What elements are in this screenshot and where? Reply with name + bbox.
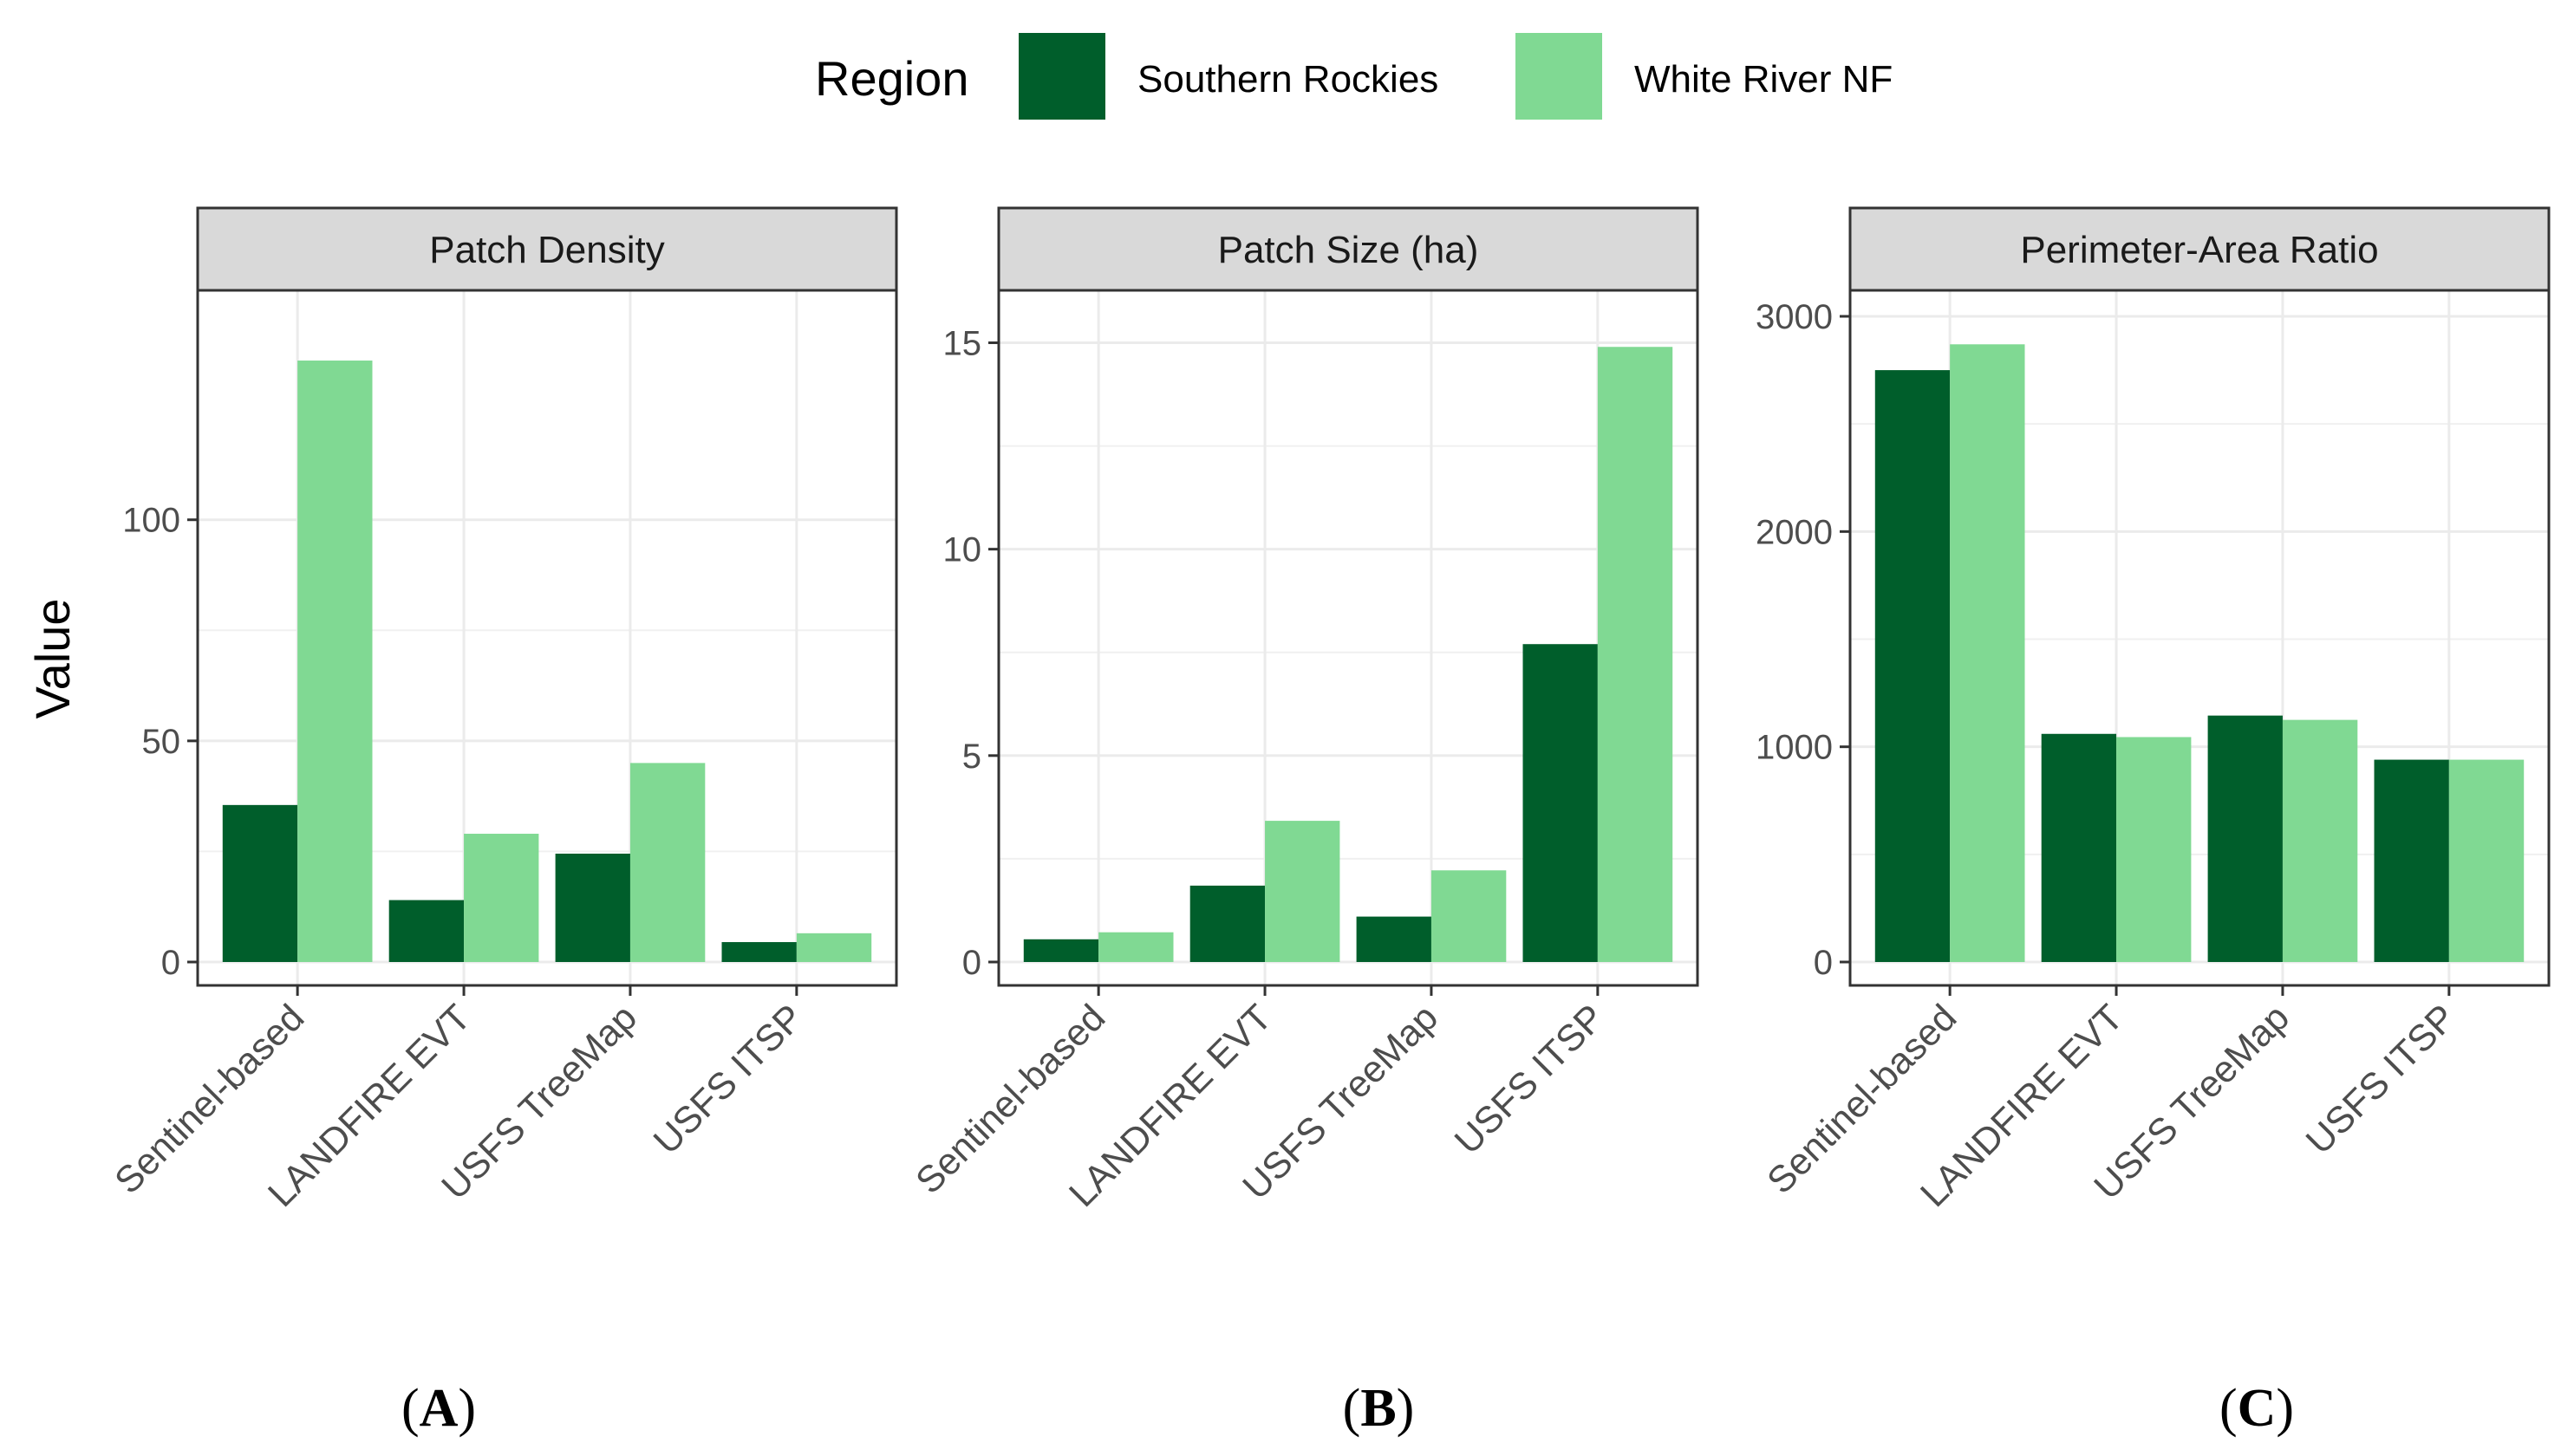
bar — [1098, 932, 1174, 962]
bar — [1189, 885, 1266, 962]
bar — [1522, 644, 1598, 962]
bar — [1023, 939, 1099, 962]
bar — [555, 853, 630, 962]
bar — [1597, 347, 1673, 962]
strip-background — [196, 206, 898, 292]
bar — [2041, 733, 2117, 962]
y-axis-title: Value — [25, 598, 80, 718]
y-tick-label: 0 — [1814, 944, 1833, 982]
y-tick-label: 0 — [161, 944, 180, 982]
legend-label-southern-rockies: Southern Rockies — [1137, 58, 1438, 101]
y-tick-label: 15 — [943, 324, 982, 362]
bar — [1874, 370, 1951, 962]
x-tick-label: USFS ITSP — [2298, 997, 2464, 1162]
bar — [2282, 719, 2358, 962]
panel-tag: (A) — [401, 1379, 476, 1438]
strip-title: Perimeter-Area Ratio — [2020, 229, 2378, 271]
panel-patch-size: Patch Size (ha) 051015Sentinel-basedLAND… — [908, 206, 1699, 1438]
strip-title: Patch Size (ha) — [1218, 229, 1479, 271]
y-tick-label: 10 — [943, 531, 982, 569]
bar — [796, 933, 872, 962]
y-tick-label: 2000 — [1756, 513, 1833, 551]
bar — [2374, 759, 2449, 962]
y-tick-label: 1000 — [1756, 729, 1833, 767]
legend-title: Region — [815, 51, 968, 106]
bar — [464, 834, 539, 962]
panel-tag: (C) — [2219, 1379, 2294, 1438]
bar — [2448, 759, 2525, 962]
legend-label-white-river-nf: White River NF — [1634, 58, 1893, 101]
y-tick-label: 100 — [122, 502, 180, 540]
bar — [1265, 821, 1340, 962]
y-tick-label: 3000 — [1756, 298, 1833, 336]
y-tick-label: 0 — [962, 944, 981, 982]
bar — [2116, 737, 2192, 962]
bar — [629, 763, 706, 962]
y-tick-label: 50 — [142, 723, 181, 761]
strip-title: Patch Density — [429, 229, 664, 271]
strip-background — [997, 206, 1699, 292]
x-tick-label: USFS ITSP — [646, 997, 811, 1162]
legend: Region Southern Rockies White River NF — [815, 33, 1893, 120]
panel-border — [997, 289, 1699, 987]
panel-patch-density: Patch Density 050100Sentinel-basedLANDFI… — [107, 206, 898, 1438]
panel-border — [196, 289, 898, 987]
bar — [1430, 870, 1507, 962]
bar — [222, 804, 298, 962]
panel-perimeter-area-ratio: Perimeter-Area Ratio 0100020003000Sentin… — [1756, 206, 2551, 1438]
bar — [388, 900, 465, 962]
legend-swatch-southern-rockies — [1019, 33, 1105, 120]
panel-tag: (B) — [1343, 1379, 1415, 1438]
y-tick-label: 5 — [962, 738, 981, 776]
bar — [2207, 715, 2283, 962]
bar — [1356, 916, 1431, 962]
bar — [721, 942, 797, 962]
bar — [1950, 344, 2025, 962]
legend-swatch-white-river-nf — [1515, 33, 1602, 120]
x-tick-label: USFS ITSP — [1447, 997, 1613, 1162]
panel-border — [1848, 289, 2551, 987]
strip-background — [1848, 206, 2551, 292]
bar — [297, 361, 373, 962]
